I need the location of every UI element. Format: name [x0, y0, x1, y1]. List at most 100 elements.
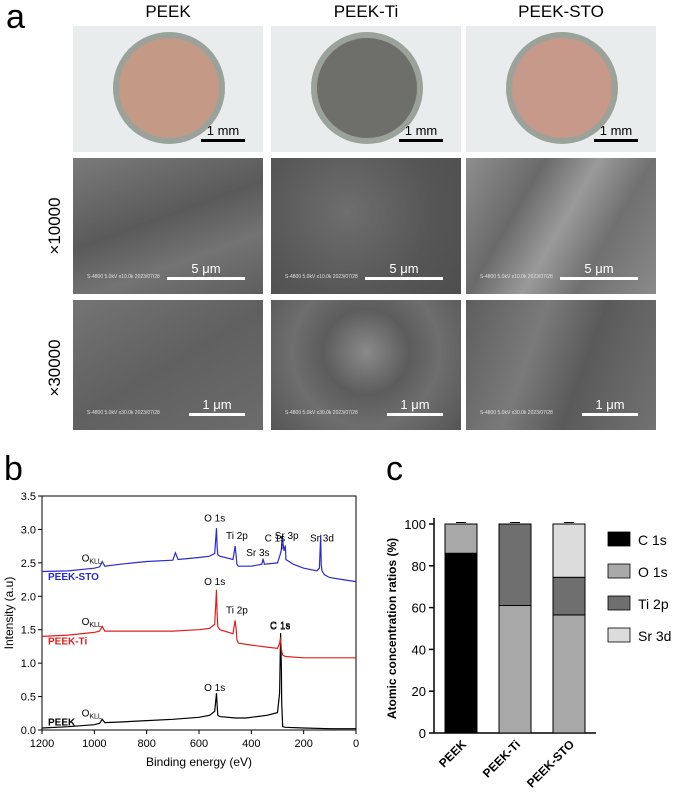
x-tick-label: 800 [137, 738, 155, 750]
scalebar-label: 5 μm [191, 261, 221, 276]
scalebar: 1 μm [189, 398, 245, 416]
peak-annotation: Ti 2p [226, 606, 248, 617]
legend-label: Sr 3d [638, 628, 671, 644]
legend-swatch [607, 531, 631, 547]
scalebar-label: 1 μm [202, 397, 232, 412]
photo-peek-sto: 1 mm [466, 26, 656, 152]
scalebar-line [582, 413, 638, 416]
sample-disk-inner [317, 38, 417, 138]
scalebar-label: 1 μm [400, 397, 430, 412]
x-tick-label: PEEK [436, 737, 469, 770]
scalebar-label: 5 μm [389, 261, 419, 276]
series-line-peek-ti [41, 589, 356, 659]
legend-swatch [607, 595, 631, 611]
x-tick-label: 1000 [82, 738, 106, 750]
x-tick-label: PEEK-STO [524, 737, 577, 790]
y-tick-label: 1.0 [21, 658, 36, 670]
y-tick-label: 3.0 [21, 524, 36, 536]
bar-segment-o-1s [498, 605, 532, 734]
x-tick-label: 0 [353, 738, 359, 750]
sem-peek-30000: 1 μm S-4800 5.0kV x30.0k 2023/07/28 [73, 300, 263, 430]
scalebar: 5 μm [167, 262, 245, 280]
y-tick-label: 0.5 [21, 692, 36, 704]
y-tick-label: 40 [412, 642, 426, 657]
y-tick-label: 0.0 [21, 725, 36, 737]
series-line-peek-sto [41, 528, 357, 583]
sem-meta: S-4800 5.0kV x10.0k 2023/07/28 [87, 274, 160, 280]
column-title-peek-ti: PEEK-Ti [333, 2, 399, 21]
y-axis-label: Atomic concentration ratios (%) [385, 538, 399, 719]
y-tick-label: 2.0 [21, 591, 36, 603]
y-tick-label: 2.5 [21, 558, 36, 570]
sem-meta: S-4800 5.0kV x30.0k 2023/07/28 [480, 410, 553, 416]
scalebar-line [387, 413, 443, 416]
scalebar-line [594, 139, 638, 142]
okll-annotation: OKLL [82, 554, 102, 566]
peak-annotation: O 1s [204, 683, 225, 694]
sem-meta: S-4800 5.0kV x10.0k 2023/07/28 [285, 274, 358, 280]
peak-annotation: Sr 3s [246, 548, 269, 559]
legend-swatch [607, 563, 631, 579]
sample-disk-inner [119, 38, 219, 138]
peak-annotation: Ti 2p [226, 531, 248, 542]
scalebar: 1 mm [201, 124, 245, 142]
row-label-10000: ×10000 [45, 197, 64, 255]
y-tick-label: 80 [412, 559, 426, 574]
y-tick-label: 100 [404, 517, 426, 532]
sem-meta: S-4800 5.0kV x30.0k 2023/07/28 [87, 410, 160, 416]
bar-segment-c-1s [444, 552, 478, 734]
scalebar-label: 5 μm [584, 261, 614, 276]
scalebar-line [560, 277, 638, 280]
panel-b-letter: b [4, 450, 23, 488]
peak-annotation: Sr 3p [275, 531, 299, 542]
scalebar-label: 1 mm [206, 123, 240, 138]
sem-peek-ti-10000: 5 μm S-4800 5.0kV x10.0k 2023/07/28 [271, 158, 461, 294]
bar-segment-o-1s [444, 523, 478, 554]
sem-peek-sto-30000: 1 μm S-4800 5.0kV x30.0k 2023/07/28 [466, 300, 656, 430]
xps-chart: 1200 1000 800 600 400 200 0 0.0 0.5 1.0 1.5 2.0 2.5 3… [2, 491, 359, 769]
x-axis-label: Binding energy (eV) [146, 755, 252, 769]
series-line-peek [41, 633, 356, 730]
sem-peek-sto-10000: 5 μm S-4800 5.0kV x10.0k 2023/07/28 [466, 158, 656, 294]
plot-frame [41, 495, 357, 731]
bar-segment-ti-2p [552, 576, 586, 616]
scalebar: 1 μm [387, 398, 443, 416]
y-tick-label: 60 [412, 601, 426, 616]
y-axis-label: Intensity (a.u) [2, 577, 16, 650]
x-tick-label: 200 [294, 738, 312, 750]
scalebar-line [365, 277, 443, 280]
peak-annotation: C 1s [270, 620, 291, 631]
peak-annotation: C 1s [270, 622, 291, 633]
row-label-30000: ×30000 [45, 339, 64, 397]
peak-annotation: O 1s [204, 577, 225, 588]
column-title-peek: PEEK [145, 2, 191, 21]
column-title-peek-sto: PEEK-STO [518, 2, 604, 21]
y-tick-label: 0 [419, 726, 426, 741]
photo-peek: 1 mm [73, 26, 263, 152]
legend-swatch [607, 627, 631, 643]
scalebar: 5 μm [560, 262, 638, 280]
series-label: PEEK-STO [48, 572, 99, 583]
scalebar: 1 μm [582, 398, 638, 416]
legend-label: Ti 2p [638, 596, 669, 612]
x-tick-label: 400 [242, 738, 260, 750]
scalebar-label: 1 μm [595, 397, 625, 412]
sem-peek-ti-30000: 1 μm S-4800 5.0kV x30.0k 2023/07/28 [271, 300, 461, 430]
legend-label: O 1s [638, 564, 668, 580]
scalebar-label: 1 mm [599, 123, 633, 138]
x-tick-label: 1200 [30, 738, 54, 750]
concentration-chart: 0 20 40 60 80 100 Atomic concentration ratios … [385, 517, 671, 790]
x-tick-label: 600 [190, 738, 208, 750]
scalebar-line [201, 139, 245, 142]
y-tick-label: 3.5 [21, 491, 36, 503]
bar-segment-o-1s [552, 614, 586, 734]
peak-annotation: Sr 3d [310, 533, 334, 544]
panel-a-letter: a [6, 0, 25, 36]
scalebar-line [167, 277, 245, 280]
sem-meta: S-4800 5.0kV x10.0k 2023/07/28 [480, 274, 553, 280]
series-label: PEEK [48, 717, 76, 728]
scalebar: 5 μm [365, 262, 443, 280]
scalebar-label: 1 mm [404, 123, 438, 138]
legend-label: C 1s [638, 532, 667, 548]
peak-annotation: C 1s [265, 533, 286, 544]
